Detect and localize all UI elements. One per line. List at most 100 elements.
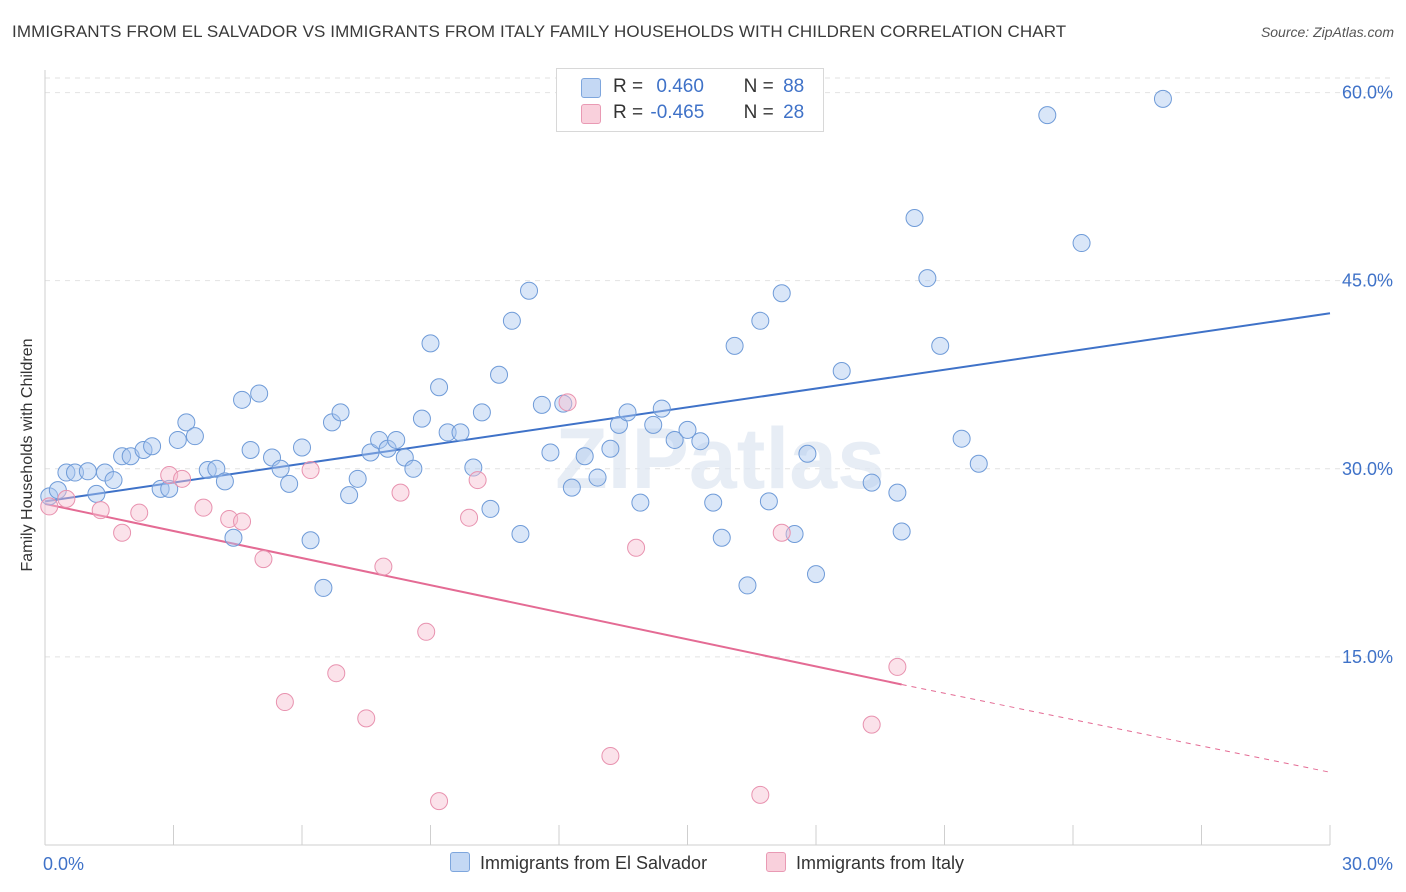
point-el-salvador (280, 474, 299, 493)
point-italy (862, 715, 881, 734)
point-el-salvador (562, 478, 581, 497)
point-el-salvador (772, 284, 791, 303)
n-value: 28 (783, 102, 805, 123)
point-el-salvador (215, 472, 234, 491)
point-italy (460, 508, 479, 527)
point-el-salvador (412, 409, 431, 428)
point-el-salvador (738, 576, 757, 595)
point-el-salvador (293, 438, 311, 457)
legend-swatch-blue (450, 852, 470, 872)
point-el-salvador (532, 395, 551, 414)
point-italy (40, 497, 59, 516)
n-label: N = (743, 76, 774, 97)
point-italy (468, 471, 487, 490)
legend-swatch-blue (581, 78, 601, 98)
point-el-salvador (712, 528, 731, 547)
point-el-salvador (631, 493, 650, 512)
point-el-salvador (314, 578, 333, 597)
point-italy (751, 785, 770, 804)
legend-item-el-salvador: Immigrants from El Salvador (450, 852, 707, 874)
point-el-salvador (250, 384, 269, 403)
point-italy (275, 693, 294, 712)
point-el-salvador (451, 423, 470, 442)
point-el-salvador (104, 471, 123, 490)
point-el-salvador (241, 440, 260, 459)
trend-line-italy (44, 502, 902, 686)
point-el-salvador (751, 311, 770, 330)
point-el-salvador (87, 484, 106, 503)
point-el-salvador (430, 378, 449, 397)
point-italy (194, 498, 213, 517)
point-el-salvador (1153, 89, 1172, 108)
point-italy (301, 461, 320, 480)
trend-line-italy-extension (901, 683, 1331, 773)
point-el-salvador (832, 361, 851, 380)
point-el-salvador (969, 454, 988, 473)
point-el-salvador (65, 463, 84, 482)
source-label: Source: ZipAtlas.com (1260, 24, 1394, 40)
point-el-salvador (665, 430, 684, 449)
r-label: R = (613, 102, 644, 123)
point-el-salvador (862, 473, 881, 492)
point-el-salvador (502, 311, 521, 330)
point-el-salvador (678, 420, 697, 439)
point-el-salvador (177, 413, 196, 432)
point-el-salvador (952, 429, 971, 448)
grid-lines (45, 77, 1392, 658)
point-el-salvador (644, 415, 663, 434)
point-el-salvador (490, 365, 509, 384)
point-italy (233, 512, 252, 531)
trend-lines (44, 312, 1331, 773)
point-el-salvador (1038, 106, 1057, 125)
point-el-salvador (1072, 234, 1091, 253)
n-label: N = (743, 102, 774, 123)
point-el-salvador (185, 427, 204, 446)
chart-title: IMMIGRANTS FROM EL SALVADOR VS IMMIGRANT… (12, 22, 1067, 41)
point-el-salvador (421, 334, 440, 353)
y-tick-label: 60.0% (1342, 83, 1393, 103)
point-el-salvador (759, 492, 778, 511)
point-el-salvador (575, 447, 594, 466)
x-tick-label: 30.0% (1342, 854, 1393, 874)
point-italy (391, 483, 410, 502)
point-italy (601, 746, 620, 765)
point-el-salvador (888, 483, 907, 502)
point-el-salvador (725, 336, 744, 355)
point-el-salvador (892, 522, 911, 541)
axes (44, 70, 1331, 846)
point-el-salvador (340, 486, 359, 505)
point-el-salvador (301, 531, 320, 550)
y-tick-label: 45.0% (1342, 271, 1393, 291)
trend-line-el-salvador (44, 312, 1331, 503)
legend-swatch-pink (581, 104, 601, 124)
point-el-salvador (481, 499, 500, 518)
point-el-salvador (387, 430, 406, 449)
point-el-salvador (905, 208, 924, 227)
point-el-salvador (618, 403, 637, 422)
point-italy (57, 489, 76, 508)
point-el-salvador (520, 281, 539, 300)
point-italy (888, 657, 907, 676)
point-el-salvador (224, 528, 243, 547)
point-italy (113, 523, 132, 542)
r-value: 0.460 (656, 76, 704, 97)
point-el-salvador (807, 565, 825, 584)
legend-label: Immigrants from El Salvador (480, 853, 708, 873)
point-el-salvador (918, 269, 937, 288)
point-el-salvador (404, 459, 423, 478)
point-el-salvador (78, 462, 97, 481)
point-italy (772, 523, 791, 542)
point-el-salvador (233, 390, 252, 409)
point-el-salvador (652, 399, 671, 418)
n-value: 88 (783, 76, 805, 97)
point-el-salvador (601, 439, 620, 458)
point-el-salvador (331, 403, 350, 422)
point-el-salvador (438, 423, 457, 442)
point-el-salvador (271, 459, 290, 478)
y-tick-label: 15.0% (1342, 647, 1393, 667)
correlation-legend: R = 0.460 N = 88 R = -0.465 N = 28 (556, 68, 824, 132)
watermark: ZIPatlas (555, 411, 885, 507)
point-el-salvador (691, 432, 710, 451)
point-el-salvador (472, 403, 491, 422)
